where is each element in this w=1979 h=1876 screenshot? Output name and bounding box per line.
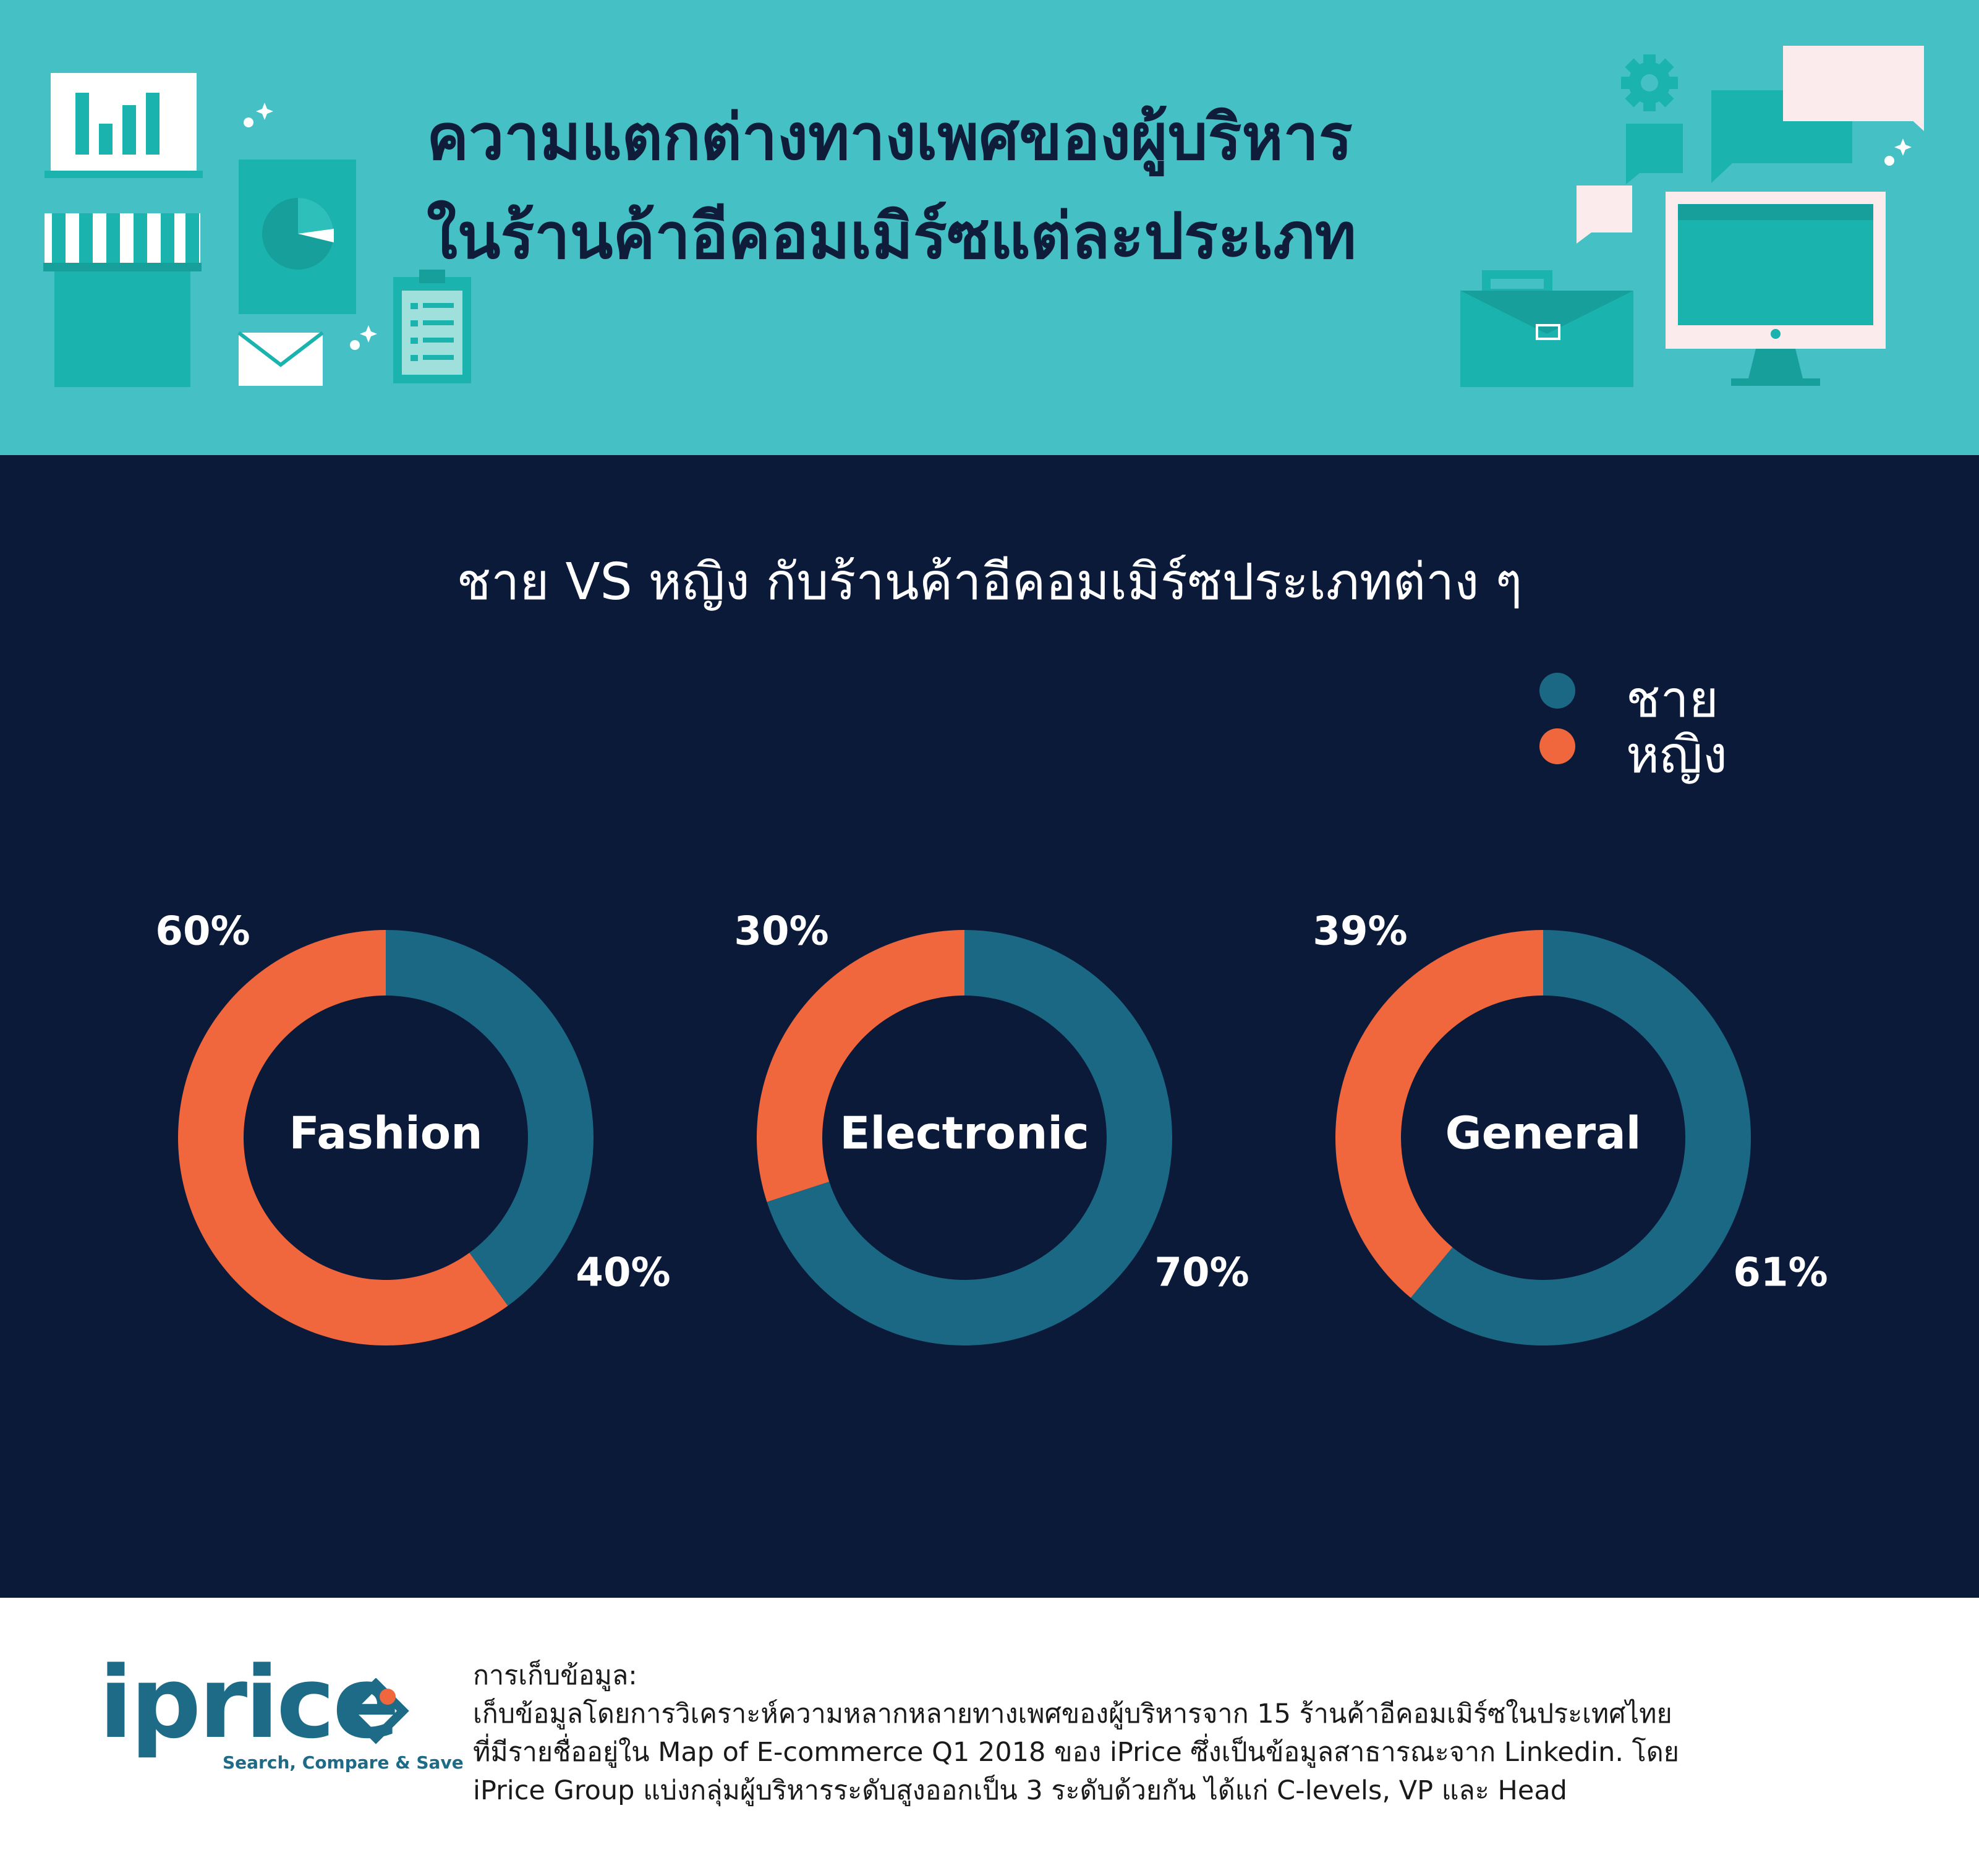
legend-dot-female xyxy=(1539,728,1575,764)
page-title-line-1: ความแตกต่างทางเพศของผู้บริหาร xyxy=(427,101,1353,174)
donut-slice-male xyxy=(767,930,1172,1345)
female-percent-label: 39% xyxy=(1313,909,1407,955)
donut-charts: Fashion 60% 40% Electronic 30% 70% General 39% 6… xyxy=(155,909,1828,1345)
logo-wordmark: iprice xyxy=(99,1645,399,1760)
female-percent-label: 30% xyxy=(734,909,828,955)
male-percent-label: 61% xyxy=(1733,1250,1828,1296)
note-heading: การเก็บข้อมูล: xyxy=(473,1660,637,1691)
note-line: เก็บข้อมูลโดยการวิเคราะห์ความหลากหลายทาง… xyxy=(473,1699,1672,1729)
header-banner: ความแตกต่างทางเพศของผู้บริหาร ในร้านค้าอ… xyxy=(0,0,1979,455)
donut-slice-female xyxy=(757,930,964,1202)
donut-slice-female xyxy=(177,930,508,1345)
iprice-logo: iprice Search, Compare & Save xyxy=(99,1645,464,1777)
male-percent-label: 40% xyxy=(576,1250,670,1296)
chart-title: ชาย VS หญิง กับร้านค้าอีคอมเมิร์ซประเภทต… xyxy=(456,553,1523,612)
monitor-icon xyxy=(1666,192,1886,386)
donut-center-label: Fashion xyxy=(289,1107,482,1159)
chat-bubbles-icon xyxy=(1577,46,1924,244)
note-line: iPrice Group แบ่งกลุ่มผู้บริหารระดับสูงอ… xyxy=(473,1775,1567,1806)
price-tag-icon xyxy=(343,1678,409,1744)
clipboard-icon xyxy=(393,270,471,383)
donut-center-label: General xyxy=(1445,1107,1641,1159)
note-line: ที่มีรายชื่ออยู่ใน Map of E-commerce Q1 … xyxy=(473,1737,1679,1768)
gear-icon xyxy=(1621,54,1678,111)
logo-tagline: Search, Compare & Save xyxy=(223,1752,464,1773)
donut-slice-female xyxy=(1335,930,1543,1298)
pie-report-icon xyxy=(239,160,356,314)
chart-section: ชาย VS หญิง กับร้านค้าอีคอมเมิร์ซประเภทต… xyxy=(0,455,1979,1598)
bar-chart-board-icon xyxy=(45,73,203,178)
sparkle-icon xyxy=(244,103,377,350)
legend-dot-male xyxy=(1539,673,1575,709)
female-percent-label: 60% xyxy=(155,909,250,955)
page-title-line-2: ในร้านค้าอีคอมเมิร์ซแต่ละประเภท xyxy=(427,200,1356,273)
donut-slice-male xyxy=(1410,930,1751,1345)
footer: iprice Search, Compare & Save การเก็บข้อ… xyxy=(0,1598,1979,1876)
briefcase-icon xyxy=(1460,270,1633,387)
donut-center-label: Electronic xyxy=(840,1107,1089,1159)
shop-icon xyxy=(43,213,202,387)
sparkle-icon-right xyxy=(1884,139,1912,166)
donut-slice-male xyxy=(386,930,594,1306)
legend-label-female: หญิง xyxy=(1626,726,1727,785)
methodology-note: การเก็บข้อมูล: เก็บข้อมูลโดยการวิเคราะห์… xyxy=(473,1656,1895,1810)
envelope-icon xyxy=(237,331,324,386)
header-illustrations xyxy=(43,46,1924,387)
male-percent-label: 70% xyxy=(1154,1250,1249,1296)
legend-label-male: ชาย xyxy=(1626,670,1719,729)
